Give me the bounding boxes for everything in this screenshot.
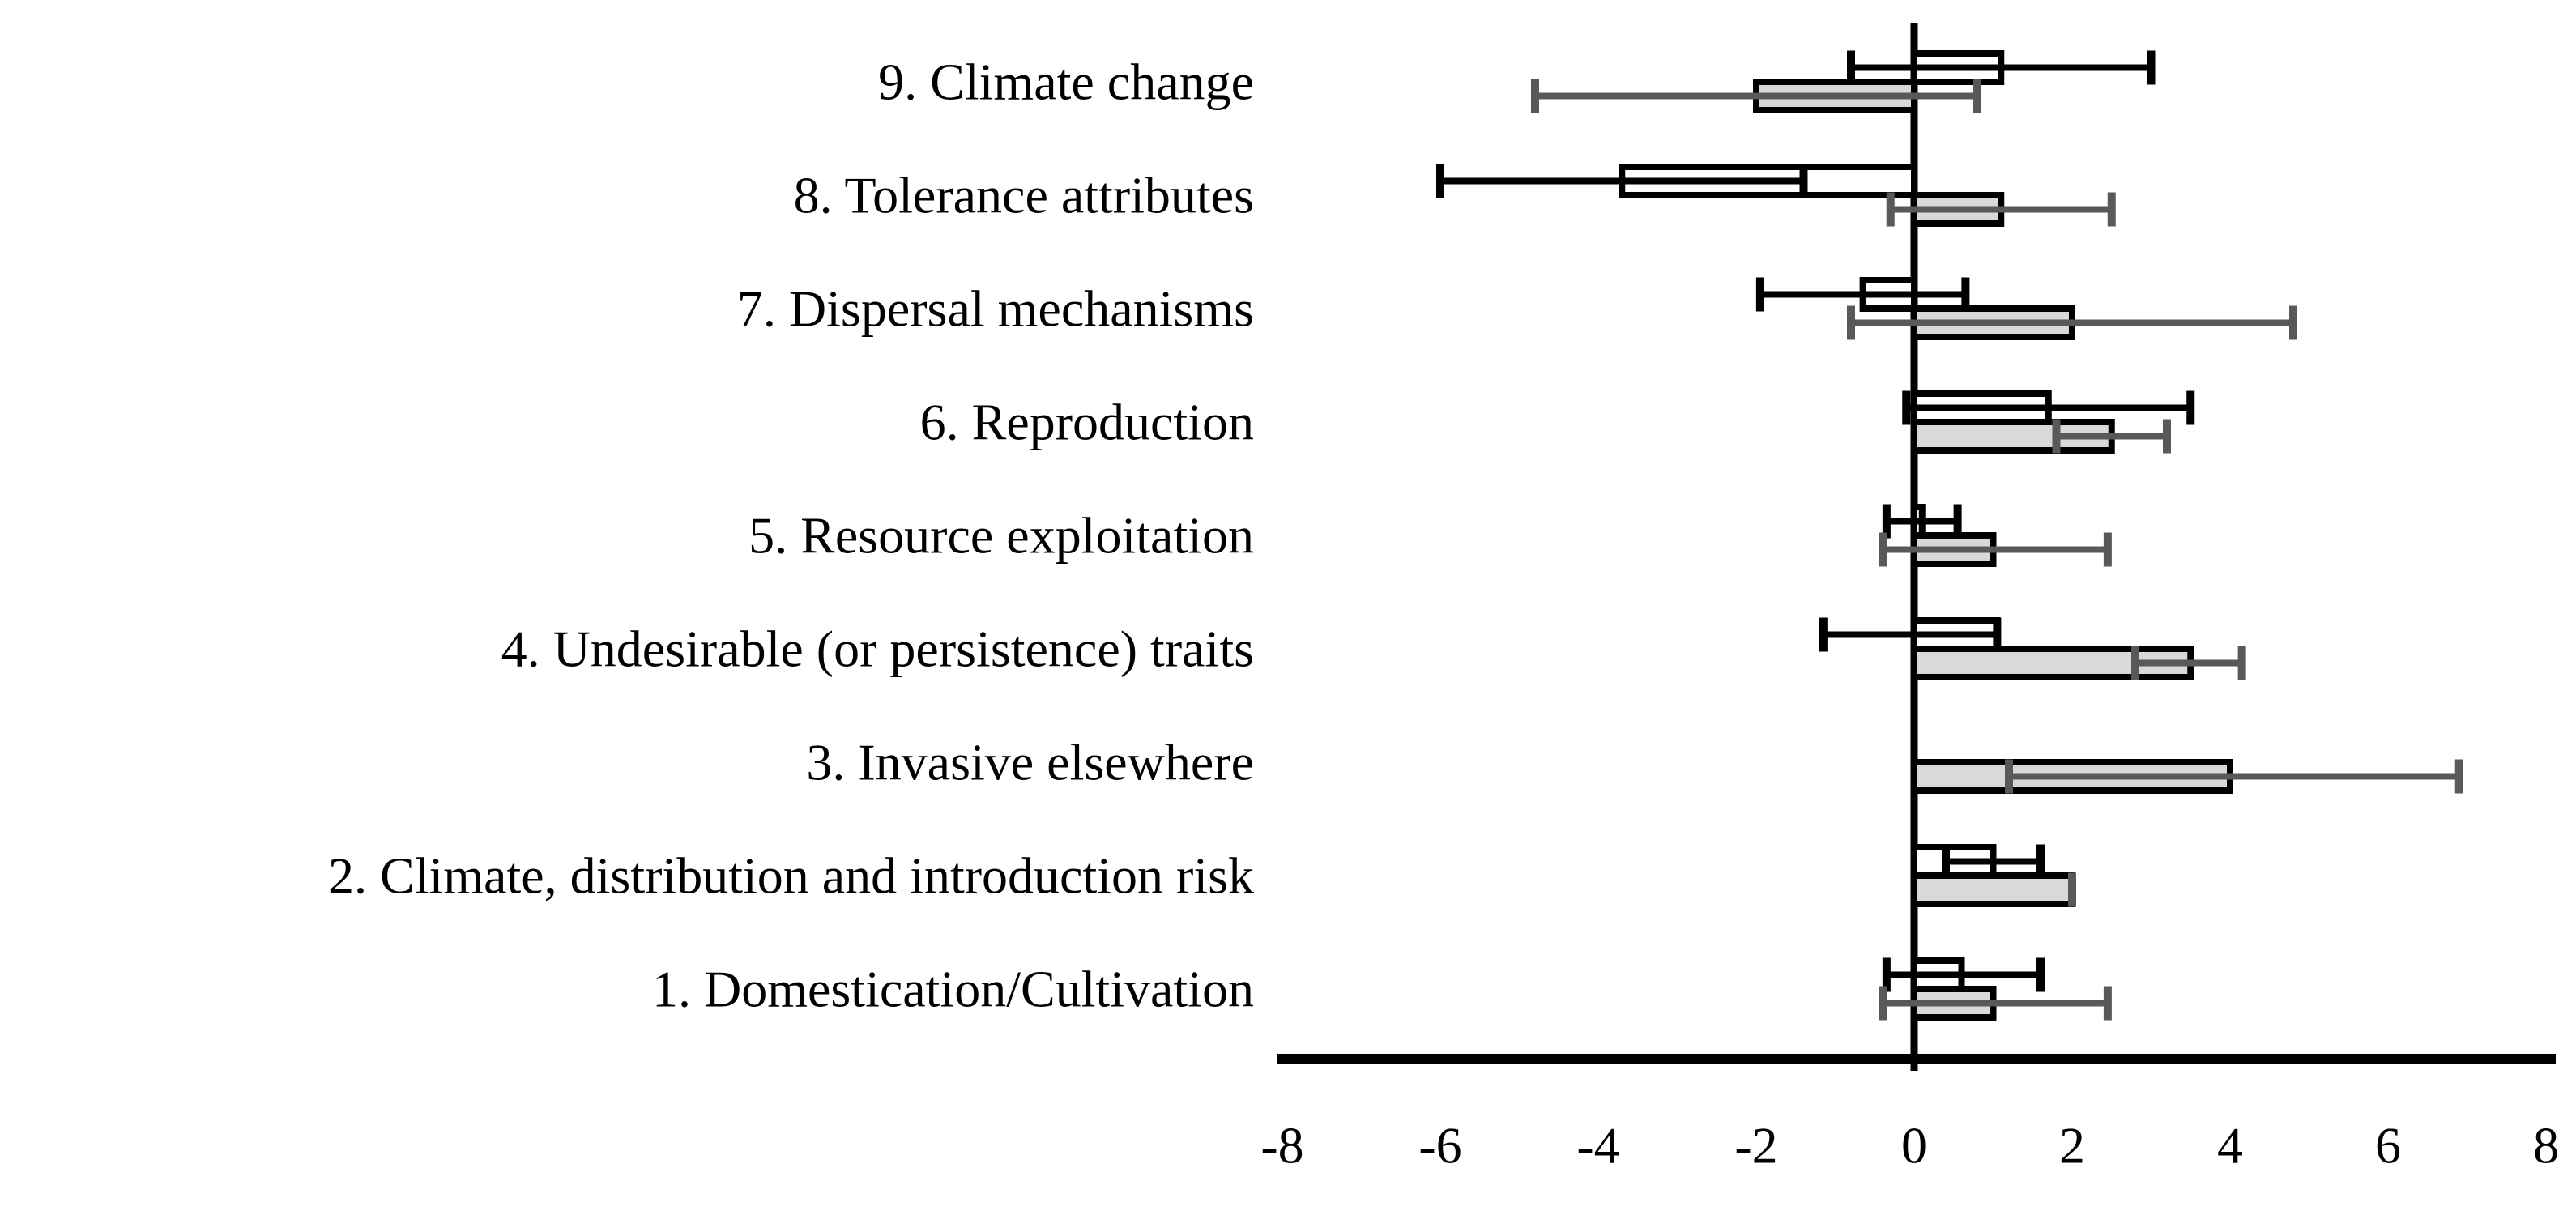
x-tick-label: 8 <box>2533 1117 2559 1174</box>
bar <box>1911 872 2075 907</box>
category-label: 6. Reproduction <box>920 394 1254 451</box>
x-tick-label: 4 <box>2217 1117 2243 1174</box>
x-tick-label: -4 <box>1576 1117 1619 1174</box>
category-label: 2. Climate, distribution and introductio… <box>328 847 1254 905</box>
category-label: 1. Domestication/Cultivation <box>652 961 1254 1018</box>
category-label: 5. Resource exploitation <box>748 507 1254 565</box>
category-label: 4. Undesirable (or persistence) traits <box>501 620 1254 678</box>
category-label: 7. Dispersal mechanisms <box>737 280 1254 338</box>
category-label: 9. Climate change <box>878 53 1254 111</box>
x-tick-label: 6 <box>2375 1117 2401 1174</box>
x-tick-label: -6 <box>1418 1117 1461 1174</box>
category-label: 8. Tolerance attributes <box>794 167 1254 224</box>
x-tick-label: 2 <box>2059 1117 2085 1174</box>
x-tick-label: -2 <box>1734 1117 1777 1174</box>
category-label: 3. Invasive elsewhere <box>806 734 1254 791</box>
x-tick-label: 0 <box>1901 1117 1927 1174</box>
x-tick-label: -8 <box>1260 1117 1303 1174</box>
